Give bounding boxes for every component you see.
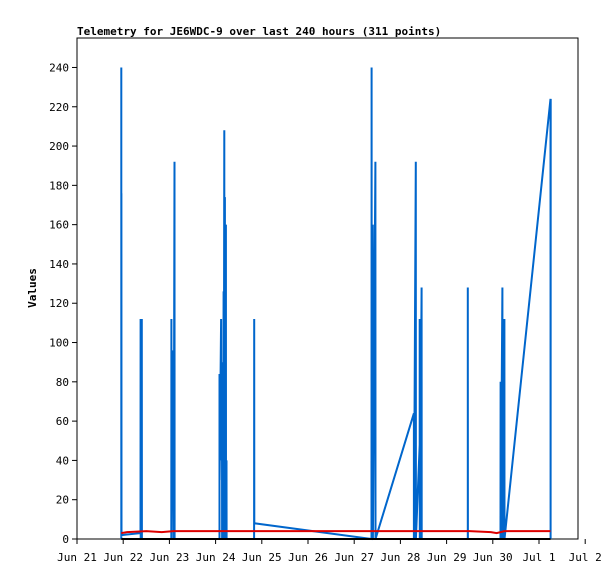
chart-title: Telemetry for JE6WDC-9 over last 240 hou… [77,25,441,38]
x-tick-label: Jun 23 [150,551,190,564]
y-tick-label: 240 [49,61,69,74]
y-axis-ticks: 0 20 40 60 80 100 120 140 160 180 200 220 240 [49,61,77,546]
x-tick-label: Jun 26 [288,551,328,564]
x-tick-label: Jun 24 [196,551,236,564]
x-tick-label: Jun 27 [334,551,374,564]
y-tick-label: 220 [49,101,69,114]
series-line-1 [120,67,552,541]
x-tick-label: Jun 30 [473,551,513,564]
series-layer [120,67,552,541]
y-tick-label: 180 [49,179,69,192]
x-axis-ticks: Jun 21 Jun 22 Jun 23 Jun 24 Jun 25 Jun 26 Jun … [57,539,602,564]
y-tick-label: 80 [56,376,69,389]
y-tick-label: 20 [56,494,69,507]
x-tick-label: Jun 29 [427,551,467,564]
x-tick-label: Jul 2 [569,551,602,564]
y-tick-label: 160 [49,219,69,232]
y-axis-label: Values [26,268,39,308]
x-tick-label: Jun 21 [57,551,97,564]
y-tick-label: 100 [49,337,69,350]
y-tick-label: 60 [56,415,69,428]
y-tick-label: 120 [49,297,69,310]
y-tick-label: 140 [49,258,69,271]
x-tick-label: Jun 28 [381,551,421,564]
y-tick-label: 0 [62,533,69,546]
series-line-2 [121,530,551,535]
x-tick-label: Jun 25 [242,551,282,564]
y-tick-label: 40 [56,454,69,467]
x-tick-label: Jun 22 [103,551,143,564]
x-tick-label: Jul 1 [522,551,555,564]
y-tick-label: 200 [49,140,69,153]
